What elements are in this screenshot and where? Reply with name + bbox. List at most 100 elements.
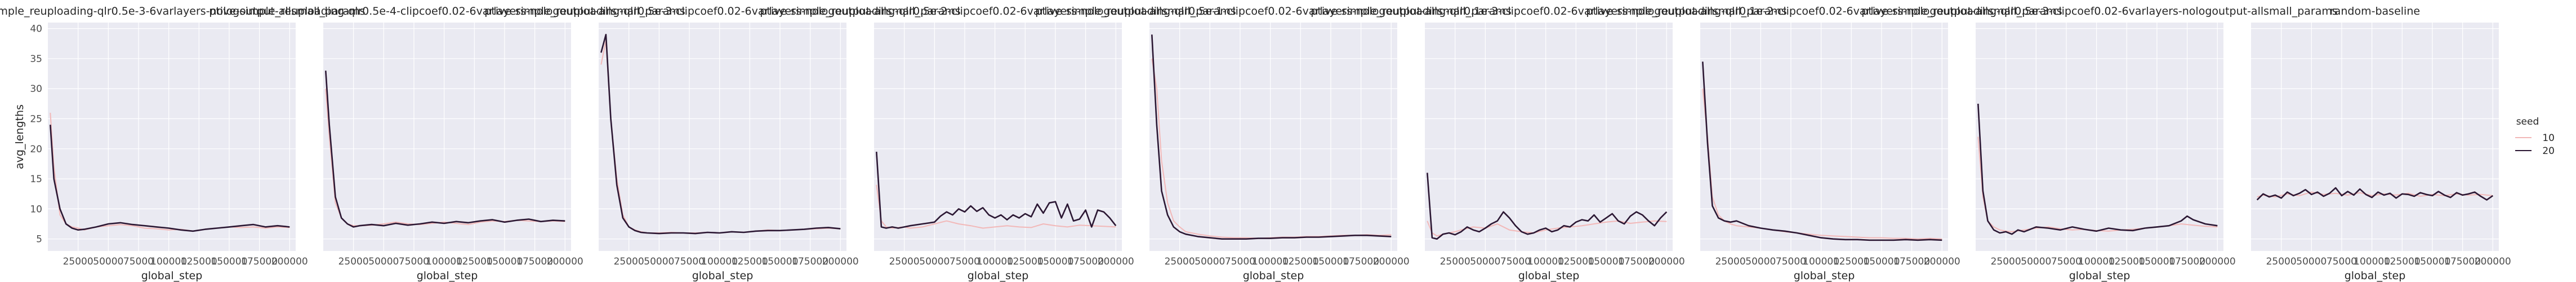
legend-title: seed <box>2516 116 2539 127</box>
y-tick-label: 30 <box>30 83 42 95</box>
x-tick-label: 25000 <box>1991 256 2021 267</box>
x-tick-label: 50000 <box>2296 256 2327 267</box>
x-tick-label: 100000 <box>150 256 187 267</box>
plot-area <box>1976 23 2223 251</box>
series-line-seed-20 <box>1977 103 2218 235</box>
facet-title: random-baseline <box>2330 5 2420 17</box>
x-tick-label: 150000 <box>486 256 523 267</box>
x-tick-label: 175000 <box>1893 256 1930 267</box>
x-tick-label: 25000 <box>614 256 644 267</box>
x-tick-label: 50000 <box>93 256 123 267</box>
x-tick-label: 75000 <box>674 256 705 267</box>
x-tick-label: 150000 <box>2138 256 2175 267</box>
legend-label-10: 10 <box>2542 133 2555 144</box>
x-tick-label: 125000 <box>2384 256 2421 267</box>
facet-3: 25000 50000 750001000001250001500001750002… <box>484 5 961 282</box>
x-tick-label: 200000 <box>1373 256 1410 267</box>
series-line-seed-20 <box>600 33 841 235</box>
x-tick-label: 100000 <box>701 256 738 267</box>
y-tick-label: 5 <box>36 234 42 245</box>
x-tick-label: 200000 <box>822 256 859 267</box>
x-tick-label: 75000 <box>2051 256 2082 267</box>
x-tick-label: 100000 <box>1803 256 1839 267</box>
x-tick-label: 50000 <box>1195 256 1225 267</box>
facet-title: o-simple_reuploading-qlr0.5e-3-6varlayer… <box>0 5 366 17</box>
x-tick-label: 150000 <box>1037 256 1073 267</box>
x-tick-label: 50000 <box>368 256 399 267</box>
x-axis-label: global_step <box>692 270 754 282</box>
x-tick-label: 175000 <box>1343 256 1379 267</box>
x-axis-label: global_step <box>1518 270 1580 282</box>
x-axis-label: global_step <box>968 270 1029 282</box>
x-tick-label: 25000 <box>889 256 920 267</box>
x-tick-label: 25000 <box>338 256 369 267</box>
series-line-seed-20 <box>1151 34 1392 240</box>
x-tick-label: 100000 <box>1252 256 1289 267</box>
x-tick-label: 150000 <box>1312 256 1349 267</box>
x-axis-label: global_step <box>2345 270 2406 282</box>
x-tick-label: 50000 <box>1470 256 1500 267</box>
x-tick-label: 150000 <box>1588 256 1624 267</box>
x-tick-label: 200000 <box>271 256 308 267</box>
x-tick-label: 150000 <box>761 256 798 267</box>
x-tick-label: 175000 <box>2444 256 2481 267</box>
x-tick-label: 100000 <box>2078 256 2115 267</box>
x-axis-label: global_step <box>2069 270 2131 282</box>
x-axis-label: global_step <box>1243 270 1304 282</box>
y-tick-label: 20 <box>30 144 42 155</box>
x-tick-label: 200000 <box>1924 256 1960 267</box>
x-tick-label: 200000 <box>2199 256 2236 267</box>
x-tick-label: 25000 <box>1165 256 1195 267</box>
x-tick-label: 125000 <box>732 256 768 267</box>
facet-title: ptive-simple_reuploading-qlr0.5e-3-clipc… <box>484 5 961 17</box>
plot-area <box>1700 23 1948 251</box>
facet-title: ptive-simple_reuploading-qlr0.5e-3-clipc… <box>1861 5 2338 17</box>
x-tick-label: 175000 <box>792 256 828 267</box>
series-line-seed-20 <box>1702 61 1942 241</box>
legend-label-20: 20 <box>2542 146 2555 157</box>
facet-title: ptive-simple_reuploading-qlr0.5e-2-clipc… <box>760 5 1236 17</box>
x-tick-label: 50000 <box>644 256 674 267</box>
x-tick-label: 125000 <box>181 256 217 267</box>
facet-title: ptive-simple_reuploading-qlr0.5e-1-clipc… <box>1035 5 1512 17</box>
x-tick-label: 75000 <box>399 256 429 267</box>
x-tick-label: 75000 <box>2327 256 2357 267</box>
x-tick-label: 125000 <box>1558 256 1594 267</box>
x-tick-label: 50000 <box>1745 256 1776 267</box>
series-line-seed-20 <box>325 70 565 228</box>
x-axis-label: global_step <box>141 270 203 282</box>
x-tick-label: 50000 <box>919 256 950 267</box>
facet-panels: 25000 50000 750001000001250001500001750002… <box>0 5 2511 282</box>
facet-2: 25000 50000 750001000001250001500001750002… <box>209 5 685 282</box>
y-tick-label: 25 <box>30 114 42 125</box>
series-line-seed-20 <box>2256 187 2494 201</box>
facet-9: 25000 50000 750001000001250001500001750002… <box>2251 5 2511 282</box>
plot-area <box>874 23 1122 251</box>
x-tick-label: 200000 <box>2475 256 2511 267</box>
plot-area <box>2251 23 2499 251</box>
plot-area <box>323 23 571 251</box>
series-line-seed-20 <box>50 125 290 232</box>
plot-area <box>48 23 296 251</box>
y-axis-label: avg_lengths <box>14 104 26 169</box>
facet-6: 25000 50000 750001000001250001500001750002… <box>1311 5 1787 282</box>
plot-area <box>599 23 846 251</box>
facet-title: ptive-simple_reuploading-qlr0.5e-4-clipc… <box>209 5 685 17</box>
x-tick-label: 200000 <box>1098 256 1134 267</box>
y-tick-label: 35 <box>30 54 42 65</box>
x-tick-label: 175000 <box>2169 256 2205 267</box>
facet-title: ptive-simple_reuploading-qlr0.1e-3-clipc… <box>1311 5 1787 17</box>
x-axis-label: global_step <box>1794 270 1855 282</box>
y-tick-label: 10 <box>30 204 42 215</box>
x-tick-label: 25000 <box>1715 256 1746 267</box>
x-tick-label: 175000 <box>1618 256 1655 267</box>
x-tick-label: 25000 <box>2266 256 2297 267</box>
x-tick-label: 150000 <box>1863 256 1900 267</box>
facet-7: 25000 50000 750001000001250001500001750002… <box>1586 5 2062 282</box>
series-line-seed-10 <box>50 112 290 232</box>
x-tick-label: 200000 <box>1648 256 1685 267</box>
x-tick-label: 75000 <box>1776 256 1806 267</box>
x-tick-label: 150000 <box>211 256 247 267</box>
x-tick-label: 25000 <box>63 256 93 267</box>
